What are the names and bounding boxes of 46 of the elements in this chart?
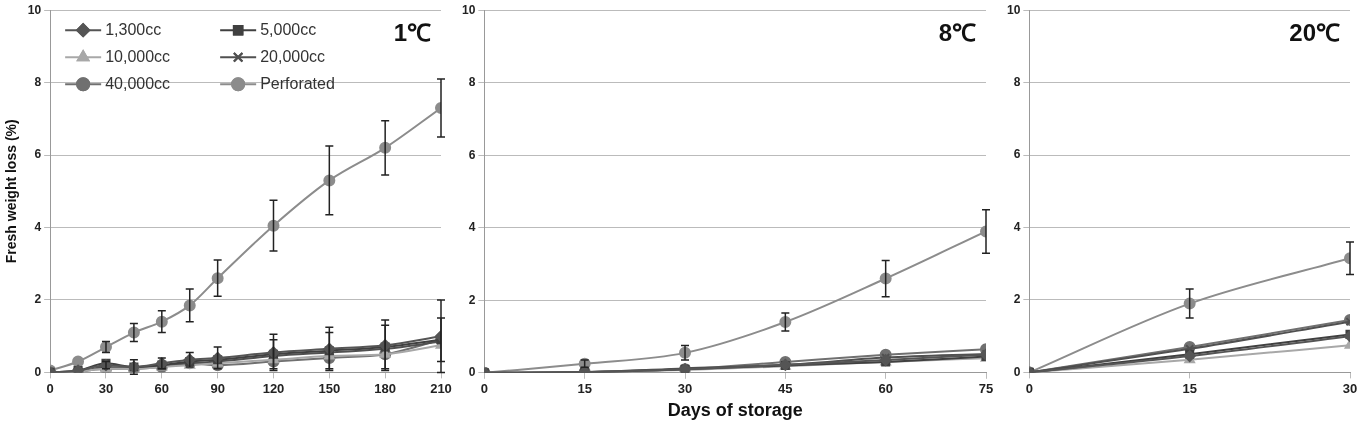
x-axis-title: Days of storage bbox=[667, 400, 803, 421]
x-tick-label: 180 bbox=[374, 380, 397, 396]
y-tick-label: 2 bbox=[468, 292, 476, 307]
y-tick-label: 8 bbox=[34, 74, 42, 89]
y-tick-label: 6 bbox=[468, 147, 476, 162]
legend-label: 5,000cc bbox=[260, 20, 317, 38]
x-tick-label: 75 bbox=[978, 381, 994, 397]
x-tick-label: 45 bbox=[778, 381, 793, 397]
x-tick-label: 120 bbox=[262, 380, 285, 396]
y-tick-label: 8 bbox=[1013, 74, 1021, 89]
x-tick-label: 0 bbox=[480, 381, 488, 397]
y-tick-label: 4 bbox=[34, 219, 42, 234]
y-tick-label: 10 bbox=[1006, 2, 1021, 17]
y-tick-label: 4 bbox=[1013, 219, 1021, 234]
x-tick-label: 0 bbox=[46, 380, 54, 396]
x-tick-label: 30 bbox=[98, 380, 114, 396]
legend-label: 1,300cc bbox=[105, 20, 162, 38]
annotation: 1℃ bbox=[393, 18, 431, 46]
y-tick-label: 8 bbox=[468, 75, 476, 90]
x-tick-label: 60 bbox=[154, 380, 170, 396]
x-tick-label: 15 bbox=[1182, 380, 1197, 396]
y-tick-label: 0 bbox=[468, 365, 476, 380]
x-tick-label: 210 bbox=[430, 380, 452, 396]
x-tick-label: 90 bbox=[210, 380, 225, 396]
legend-label: 20,000cc bbox=[260, 47, 326, 65]
annotation: 8℃ bbox=[938, 18, 976, 46]
y-tick-label: 6 bbox=[1013, 147, 1021, 162]
x-tick-label: 30 bbox=[1342, 380, 1358, 396]
y-tick-label: 2 bbox=[34, 292, 42, 307]
x-tick-label: 150 bbox=[318, 380, 341, 396]
y-axis-title: Fresh weight loss (%) bbox=[3, 119, 20, 264]
y-tick-label: 2 bbox=[1013, 292, 1021, 307]
legend-label: 40,000cc bbox=[105, 74, 171, 92]
x-tick-label: 15 bbox=[577, 381, 592, 397]
annotation: 20℃ bbox=[1289, 18, 1340, 46]
x-tick-label: 0 bbox=[1025, 380, 1033, 396]
y-tick-label: 6 bbox=[34, 147, 42, 162]
legend-label: 10,000cc bbox=[105, 47, 171, 65]
x-tick-label: 30 bbox=[677, 381, 693, 397]
y-tick-label: 0 bbox=[1013, 364, 1021, 379]
y-tick-label: 4 bbox=[468, 220, 476, 235]
x-tick-label: 60 bbox=[878, 381, 893, 397]
y-tick-label: 10 bbox=[27, 2, 42, 17]
y-tick-label: 0 bbox=[34, 364, 42, 379]
legend-label: Perforated bbox=[260, 74, 335, 92]
y-tick-label: 10 bbox=[461, 2, 476, 17]
